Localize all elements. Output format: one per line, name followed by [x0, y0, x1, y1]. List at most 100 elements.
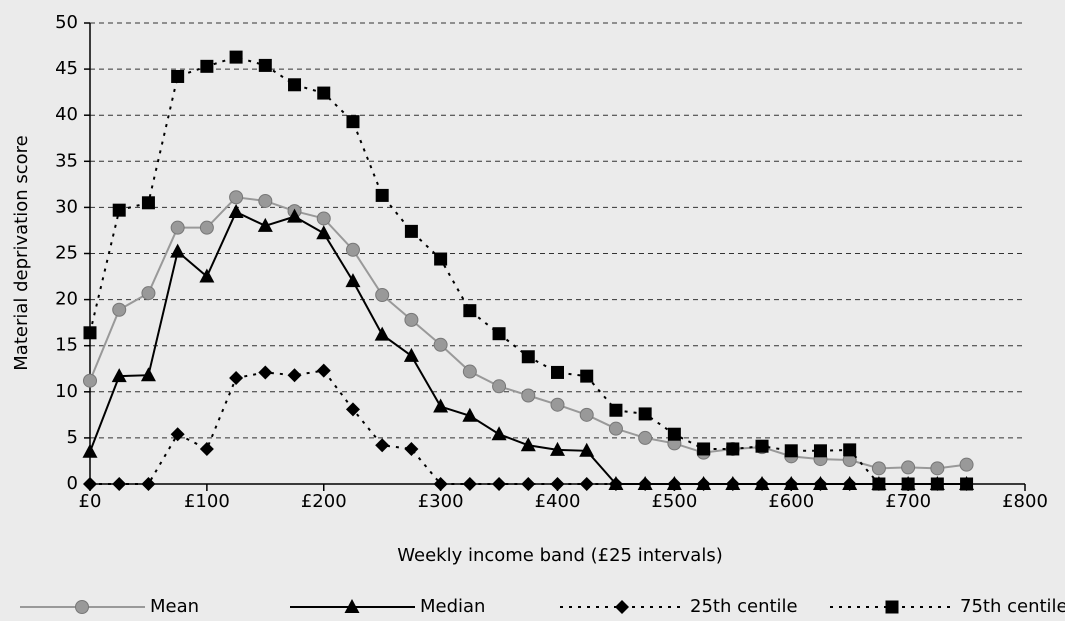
marker	[609, 403, 623, 417]
marker	[725, 477, 740, 491]
marker	[316, 211, 331, 226]
legend-marker	[75, 600, 89, 614]
marker	[843, 443, 857, 457]
marker	[667, 427, 681, 441]
x-tick-label: £0	[79, 491, 102, 512]
marker	[112, 203, 126, 217]
y-tick-label: 15	[55, 335, 78, 356]
legend-marker	[885, 600, 899, 614]
marker	[346, 115, 360, 129]
marker	[433, 477, 448, 491]
marker	[580, 369, 594, 383]
marker	[521, 350, 535, 364]
y-tick-label: 45	[55, 58, 78, 79]
marker	[258, 365, 273, 380]
y-tick-label: 35	[55, 150, 78, 171]
x-axis-title: Weekly income band (£25 intervals)	[397, 545, 722, 566]
marker	[111, 368, 127, 383]
y-tick-label: 20	[55, 289, 78, 310]
marker	[199, 268, 215, 283]
marker	[433, 337, 448, 352]
marker	[433, 398, 449, 413]
x-tick-label: £100	[184, 491, 230, 512]
marker	[842, 477, 857, 491]
marker	[492, 477, 507, 491]
marker	[579, 442, 595, 457]
marker	[404, 312, 419, 327]
marker	[608, 477, 623, 491]
marker	[170, 427, 185, 442]
marker	[638, 407, 652, 421]
marker	[404, 441, 419, 456]
marker	[872, 477, 886, 491]
marker	[83, 373, 97, 388]
x-tick-label: £800	[1002, 491, 1048, 512]
marker	[784, 444, 798, 458]
marker	[112, 302, 127, 317]
marker	[229, 50, 243, 64]
marker	[930, 461, 945, 476]
marker	[462, 364, 477, 379]
marker	[550, 441, 565, 456]
marker	[462, 407, 478, 422]
marker	[82, 443, 98, 458]
marker	[638, 477, 653, 491]
marker	[403, 347, 419, 362]
marker	[784, 477, 799, 491]
x-tick-label: £400	[535, 491, 581, 512]
marker	[550, 477, 565, 491]
marker	[375, 287, 390, 302]
marker	[492, 327, 506, 341]
legend-marker	[344, 599, 360, 613]
legend-label: Mean	[150, 596, 199, 617]
marker	[83, 326, 97, 340]
marker	[726, 442, 740, 456]
y-tick-label: 5	[67, 427, 78, 448]
marker	[579, 477, 594, 491]
marker	[229, 190, 244, 205]
x-tick-label: £500	[651, 491, 697, 512]
x-tick-label: £700	[885, 491, 931, 512]
marker	[258, 58, 272, 72]
marker	[83, 477, 97, 491]
marker	[960, 477, 974, 491]
marker	[959, 457, 974, 472]
marker	[551, 365, 564, 379]
marker	[170, 220, 185, 235]
marker	[521, 477, 536, 491]
marker	[463, 304, 477, 318]
marker	[375, 188, 389, 202]
marker	[667, 477, 682, 491]
marker	[579, 407, 594, 422]
marker	[638, 430, 653, 445]
y-tick-label: 25	[55, 243, 78, 264]
marker	[317, 86, 331, 100]
marker	[492, 379, 507, 394]
marker	[316, 225, 332, 240]
marker	[697, 442, 711, 456]
marker	[404, 224, 418, 238]
marker	[228, 204, 244, 219]
marker	[345, 402, 360, 417]
legend-label: Median	[420, 596, 485, 617]
marker	[813, 477, 828, 491]
marker	[200, 59, 214, 73]
marker	[755, 477, 770, 491]
marker	[696, 477, 711, 491]
marker	[199, 220, 214, 235]
marker	[171, 69, 185, 83]
marker	[288, 78, 302, 92]
marker	[930, 477, 944, 491]
marker	[287, 368, 302, 383]
y-axis-title: Material deprivation score	[11, 135, 32, 370]
marker	[316, 363, 331, 378]
marker	[550, 397, 565, 412]
legend-marker	[615, 600, 629, 614]
x-tick-label: £600	[768, 491, 814, 512]
marker	[901, 477, 915, 491]
marker	[257, 217, 273, 232]
legend-label: 75th centile	[960, 596, 1065, 617]
x-tick-label: £300	[418, 491, 464, 512]
y-tick-label: 50	[55, 12, 78, 33]
legend-label: 25th centile	[690, 596, 798, 617]
